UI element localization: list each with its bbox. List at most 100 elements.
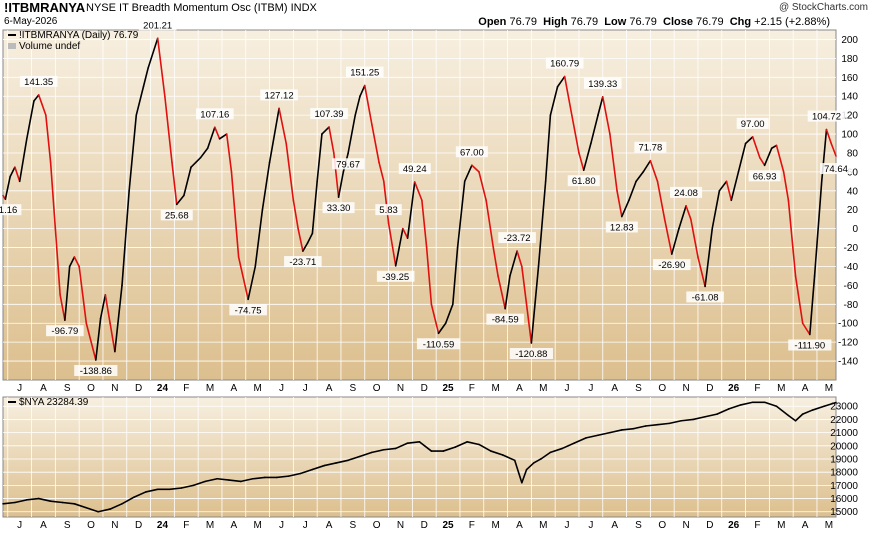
- data-label: 49.24: [403, 164, 427, 175]
- series-segment: [501, 454, 516, 462]
- series-segment: [247, 265, 257, 301]
- y-tick-label: 23000: [830, 402, 858, 413]
- x-tick-label: M: [777, 383, 785, 394]
- x-tick-label: 25: [442, 520, 454, 531]
- series-segment: [425, 246, 433, 306]
- series-segment: [444, 303, 454, 325]
- series-segment: [794, 413, 804, 422]
- x-tick-label: N: [682, 520, 689, 531]
- x-tick-label: M: [825, 520, 833, 531]
- series-segment: [387, 222, 397, 267]
- chg-label: Chg: [729, 16, 752, 28]
- series-segment: [406, 441, 421, 444]
- y-tick-label: 20: [847, 205, 859, 216]
- series-segment: [316, 133, 323, 183]
- data-label: 66.93: [753, 171, 777, 182]
- x-tick-label: S: [350, 383, 357, 394]
- y-tick-label: 60: [847, 167, 859, 178]
- series-segment: [168, 487, 183, 491]
- x-tick-label: M: [825, 383, 833, 394]
- data-label-bg: [375, 204, 402, 216]
- series-segment: [190, 161, 197, 168]
- nya-legend: $NYA 23284.39: [8, 397, 88, 408]
- series-segment: [311, 464, 326, 471]
- x-tick-label: 24: [157, 383, 169, 394]
- series-segment: [718, 180, 728, 192]
- series-segment: [704, 413, 718, 418]
- y-tick-label: 15000: [830, 507, 858, 518]
- x-tick-label: M: [539, 520, 547, 531]
- y-tick-label: -80: [844, 300, 859, 311]
- series-segment: [628, 180, 637, 202]
- data-label: 107.16: [200, 109, 229, 120]
- series-segment: [668, 419, 683, 425]
- x-tick-label: M: [491, 383, 499, 394]
- series-segment: [452, 246, 459, 306]
- series-segment: [690, 218, 699, 258]
- data-label-bg: [229, 304, 267, 316]
- x-tick-label: F: [183, 383, 189, 394]
- data-label-bg: [509, 347, 553, 359]
- x-tick-label: F: [754, 520, 760, 531]
- series-segment: [394, 227, 404, 267]
- series-segment: [680, 418, 695, 422]
- series-segment: [95, 317, 102, 361]
- series-segment: [454, 441, 468, 448]
- series-segment: [644, 423, 659, 427]
- x-tick-label: N: [397, 520, 404, 531]
- series-segment: [371, 448, 385, 454]
- data-label-bg: [398, 163, 431, 175]
- series-segment: [394, 442, 409, 450]
- series-segment: [206, 126, 216, 150]
- data-label-bg: [260, 89, 298, 101]
- series-segment: [382, 180, 390, 224]
- series-segment: [335, 459, 349, 464]
- data-label-bg: [567, 175, 600, 187]
- data-label-bg: [19, 75, 58, 87]
- series-segment: [406, 181, 416, 239]
- data-label-bg: [376, 270, 415, 282]
- series-segment: [601, 96, 611, 135]
- data-label: 12.83: [610, 223, 634, 234]
- series-segment: [175, 194, 185, 206]
- series-segment: [711, 190, 721, 230]
- series-segment: [830, 142, 837, 157]
- data-label: 141.35: [24, 77, 53, 88]
- y-tick-label: 100: [841, 130, 858, 141]
- data-label-bg: [498, 232, 536, 244]
- data-label: -26.90: [658, 260, 685, 271]
- series-segment: [563, 75, 573, 116]
- series-segment: [37, 497, 52, 502]
- series-segment: [145, 488, 159, 493]
- series-segment: [121, 190, 130, 287]
- series-segment: [275, 475, 290, 479]
- x-tick-label: J: [17, 520, 22, 531]
- series-segment: [228, 479, 242, 483]
- series-segment: [737, 142, 747, 173]
- data-label-bg: [486, 313, 524, 325]
- series-segment: [635, 171, 645, 183]
- data-label: 201.21: [143, 20, 172, 31]
- data-label-bg: [634, 141, 667, 153]
- data-label-bg: [160, 209, 193, 221]
- x-tick-label: O: [87, 520, 95, 531]
- x-tick-label: A: [611, 383, 618, 394]
- series-segment: [225, 133, 233, 173]
- series-segment: [616, 190, 623, 218]
- x-tick-label: 24: [157, 520, 169, 531]
- series-segment: [142, 67, 149, 88]
- series-segment: [716, 408, 730, 415]
- series-segment: [525, 462, 535, 471]
- x-tick-label: A: [326, 520, 333, 531]
- x-tick-label: M: [777, 520, 785, 531]
- series-segment: [811, 405, 825, 411]
- x-tick-label: D: [706, 520, 713, 531]
- symbol-title: !ITBMRANYA: [4, 0, 86, 15]
- series-segment: [571, 114, 580, 154]
- series-segment: [485, 199, 495, 249]
- data-label-bg: [748, 170, 781, 182]
- series-segment: [64, 265, 71, 322]
- data-label: 97.00: [741, 119, 765, 130]
- y-tick-label: 19000: [830, 454, 858, 465]
